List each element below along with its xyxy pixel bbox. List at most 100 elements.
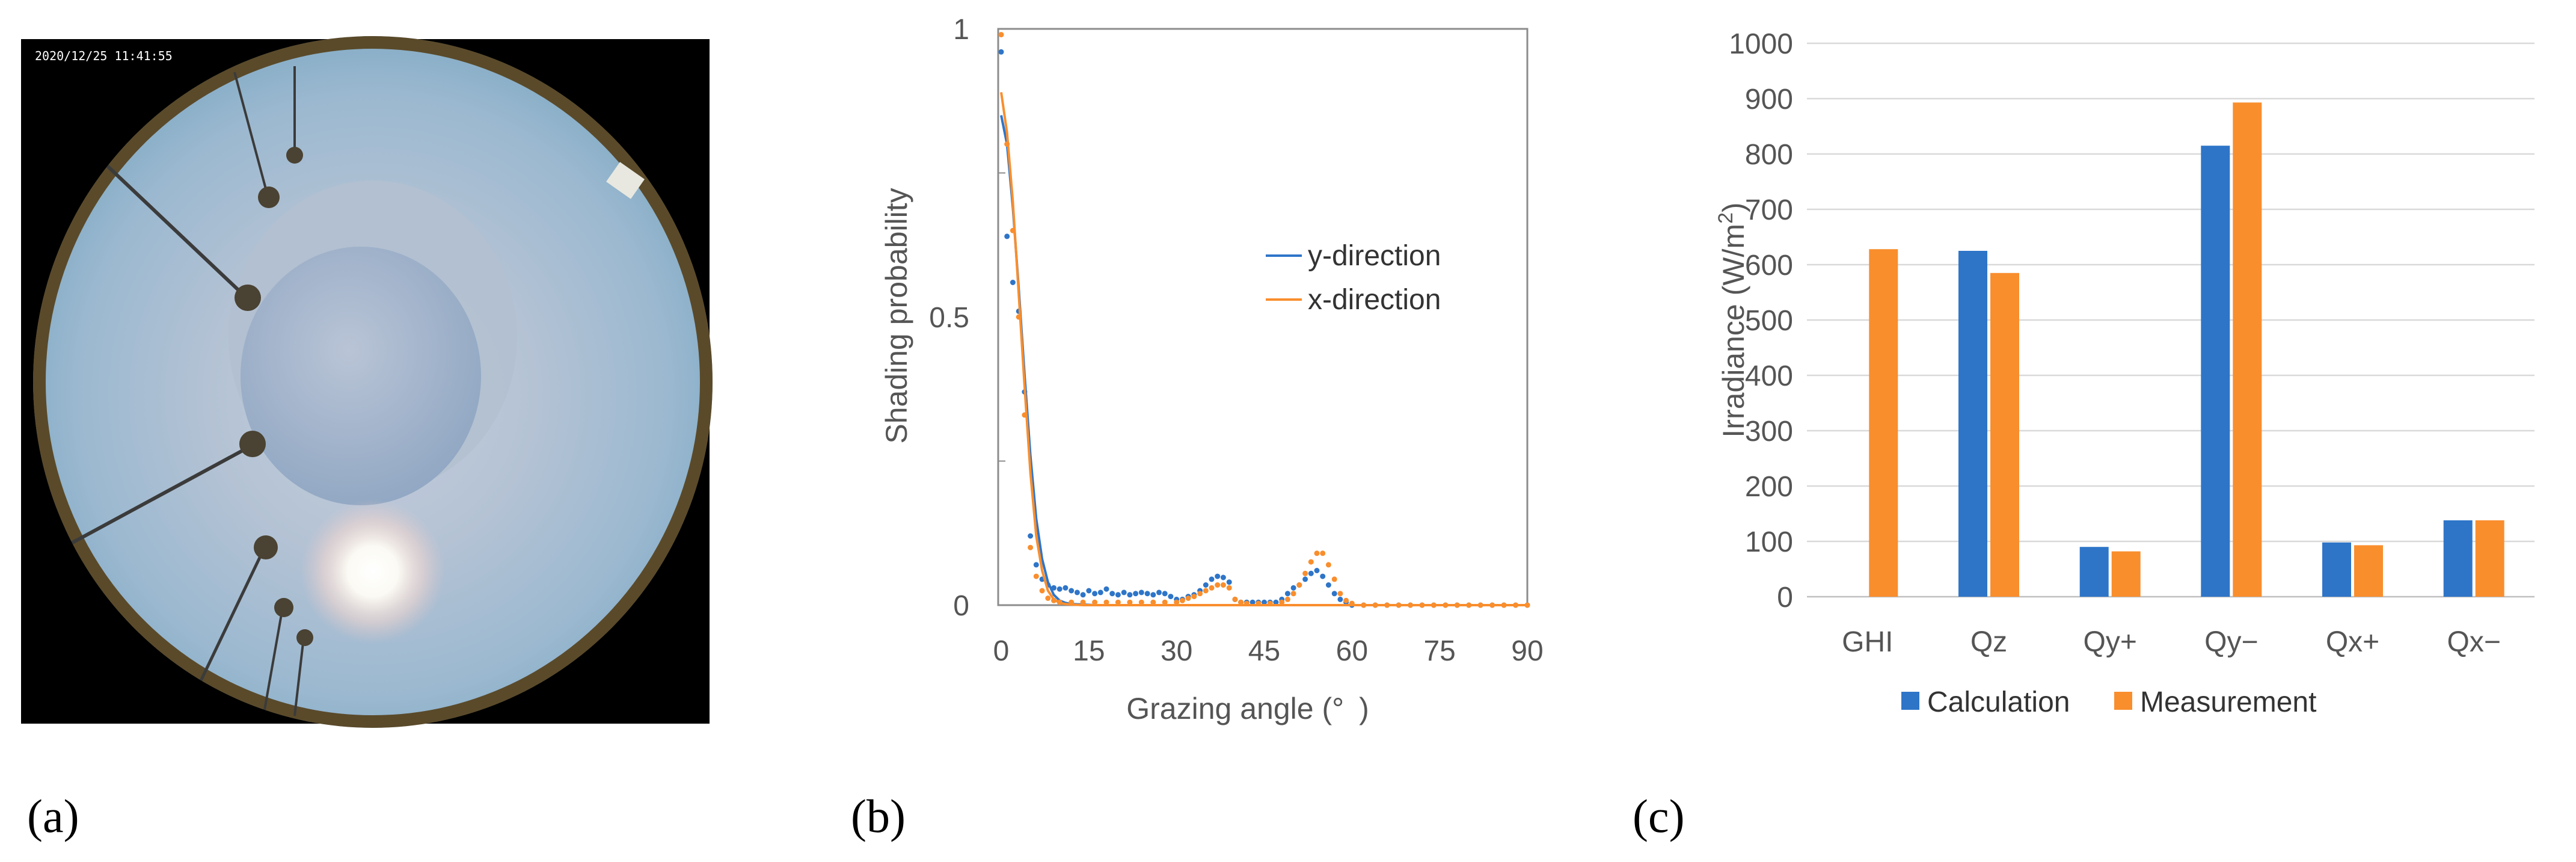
- data-point-x-direction: [1179, 597, 1185, 603]
- data-point-x-direction: [1337, 591, 1343, 597]
- plot-frame: [997, 28, 1529, 606]
- data-point-y-direction: [1156, 590, 1162, 596]
- y-axis-title-prefix: Irradiance (W/m: [1717, 224, 1750, 438]
- data-point-x-direction: [1408, 602, 1414, 608]
- palm-trunk: [233, 72, 269, 196]
- data-point-x-direction: [1016, 314, 1022, 320]
- data-point-x-direction: [998, 32, 1004, 38]
- y-tick-label: 1: [953, 14, 969, 46]
- data-point-x-direction: [1396, 602, 1402, 608]
- data-point-x-direction: [1343, 597, 1349, 603]
- photo-timestamp: 2020/12/25 11:41:55: [35, 49, 173, 63]
- data-point-x-direction: [1308, 559, 1314, 565]
- palm-crown: [239, 431, 266, 457]
- data-point-x-direction: [1361, 602, 1367, 608]
- data-point-x-direction: [1080, 599, 1086, 605]
- data-point-x-direction: [1431, 602, 1437, 608]
- palm-crown: [254, 535, 278, 559]
- data-point-y-direction: [1069, 588, 1075, 594]
- data-point-x-direction: [1039, 588, 1045, 594]
- bar-calculation-5: [2443, 520, 2473, 597]
- y-tick-label: 400: [1745, 360, 1793, 392]
- data-point-y-direction: [1080, 592, 1086, 598]
- x-tick-label: 30: [1161, 635, 1192, 667]
- data-point-y-direction: [1262, 599, 1267, 605]
- data-point-y-direction: [1121, 590, 1127, 596]
- data-point-x-direction: [1056, 599, 1063, 605]
- y-axis-title-suffix: ): [1717, 202, 1750, 212]
- y-axis-title: Irradiance (W/m2): [1714, 202, 1750, 437]
- palm-trunk: [263, 607, 284, 710]
- data-point-x-direction: [1232, 596, 1238, 602]
- y-tick-label: 0: [953, 590, 969, 622]
- data-point-y-direction: [1144, 591, 1150, 597]
- y-tick-label: 0.5: [929, 302, 969, 334]
- data-point-y-direction: [1284, 591, 1290, 597]
- data-point-x-direction: [1191, 594, 1197, 600]
- y-axis-title-sup: 2: [1714, 212, 1737, 224]
- data-point-y-direction: [1337, 596, 1343, 602]
- horizon-ring: [33, 36, 713, 728]
- legend-label-x-direction: x-direction: [1308, 284, 1441, 316]
- y-tick-label: 800: [1745, 139, 1793, 171]
- bar-calculation-1: [1958, 251, 1987, 597]
- bar-measurement-2: [2111, 551, 2141, 597]
- data-point-x-direction: [1033, 573, 1039, 579]
- palm-crown: [235, 285, 261, 311]
- data-point-x-direction: [1045, 596, 1051, 601]
- bars: [1869, 102, 2504, 597]
- data-point-y-direction: [1290, 585, 1296, 591]
- legend-swatch-calculation: [1901, 692, 1919, 710]
- palm-trunk: [68, 443, 254, 546]
- x-axis-ticks: GHI Qz Qy+ Qy− Qx+ Qx−: [1842, 626, 2501, 658]
- data-point-x-direction: [1004, 141, 1010, 147]
- bar-measurement-4: [2354, 545, 2383, 597]
- bar-calculation-4: [2322, 542, 2351, 597]
- bar-measurement-0: [1869, 249, 1898, 597]
- data-point-x-direction: [1501, 602, 1507, 608]
- data-point-y-direction: [1331, 591, 1337, 597]
- gridlines: [1807, 42, 2535, 598]
- data-point-y-direction: [1250, 599, 1256, 605]
- data-point-y-direction: [1103, 586, 1109, 592]
- data-point-y-direction: [1115, 592, 1121, 598]
- x-tick-label: Qz: [1970, 626, 2007, 658]
- series-line-y-direction: [1000, 115, 1527, 606]
- data-point-y-direction: [1056, 586, 1063, 592]
- overhead-opening: [241, 247, 481, 505]
- data-point-x-direction: [1174, 599, 1180, 605]
- legend: y-direction x-direction: [1266, 240, 1441, 316]
- data-point-x-direction: [1244, 600, 1250, 606]
- bar-measurement-5: [2475, 520, 2504, 597]
- data-point-x-direction: [1290, 591, 1296, 597]
- data-point-y-direction: [1097, 590, 1103, 596]
- data-point-y-direction: [1162, 591, 1168, 597]
- y-axis-ticks: 00.51: [929, 14, 1005, 622]
- legend-label-y-direction: y-direction: [1308, 240, 1441, 272]
- x-tick-label: Qy−: [2204, 626, 2258, 658]
- data-point-y-direction: [1074, 590, 1080, 596]
- data-point-x-direction: [1010, 227, 1016, 233]
- data-point-x-direction: [1238, 599, 1244, 605]
- bar-measurement-1: [1990, 272, 2019, 597]
- y-tick-label: 0: [1777, 582, 1793, 614]
- data-point-x-direction: [1489, 602, 1495, 608]
- panel-label-a: (a): [27, 790, 79, 842]
- data-point-x-direction: [1320, 550, 1326, 556]
- data-point-x-direction: [1215, 582, 1221, 588]
- data-point-x-direction: [1477, 602, 1483, 608]
- data-point-x-direction: [1325, 562, 1331, 568]
- palm-crown: [258, 186, 280, 208]
- data-point-x-direction: [1443, 602, 1449, 608]
- palm-crown: [296, 629, 313, 646]
- palm-crown: [286, 147, 303, 164]
- data-point-y-direction: [1209, 576, 1215, 582]
- data-point-x-direction: [1267, 600, 1273, 606]
- data-point-x-direction: [1279, 599, 1285, 605]
- data-point-x-direction: [1069, 599, 1075, 605]
- data-point-x-direction: [1331, 576, 1337, 582]
- data-point-x-direction: [1051, 597, 1056, 603]
- data-point-x-direction: [1092, 599, 1098, 605]
- data-point-x-direction: [1226, 585, 1232, 591]
- data-point-x-direction: [1284, 596, 1290, 602]
